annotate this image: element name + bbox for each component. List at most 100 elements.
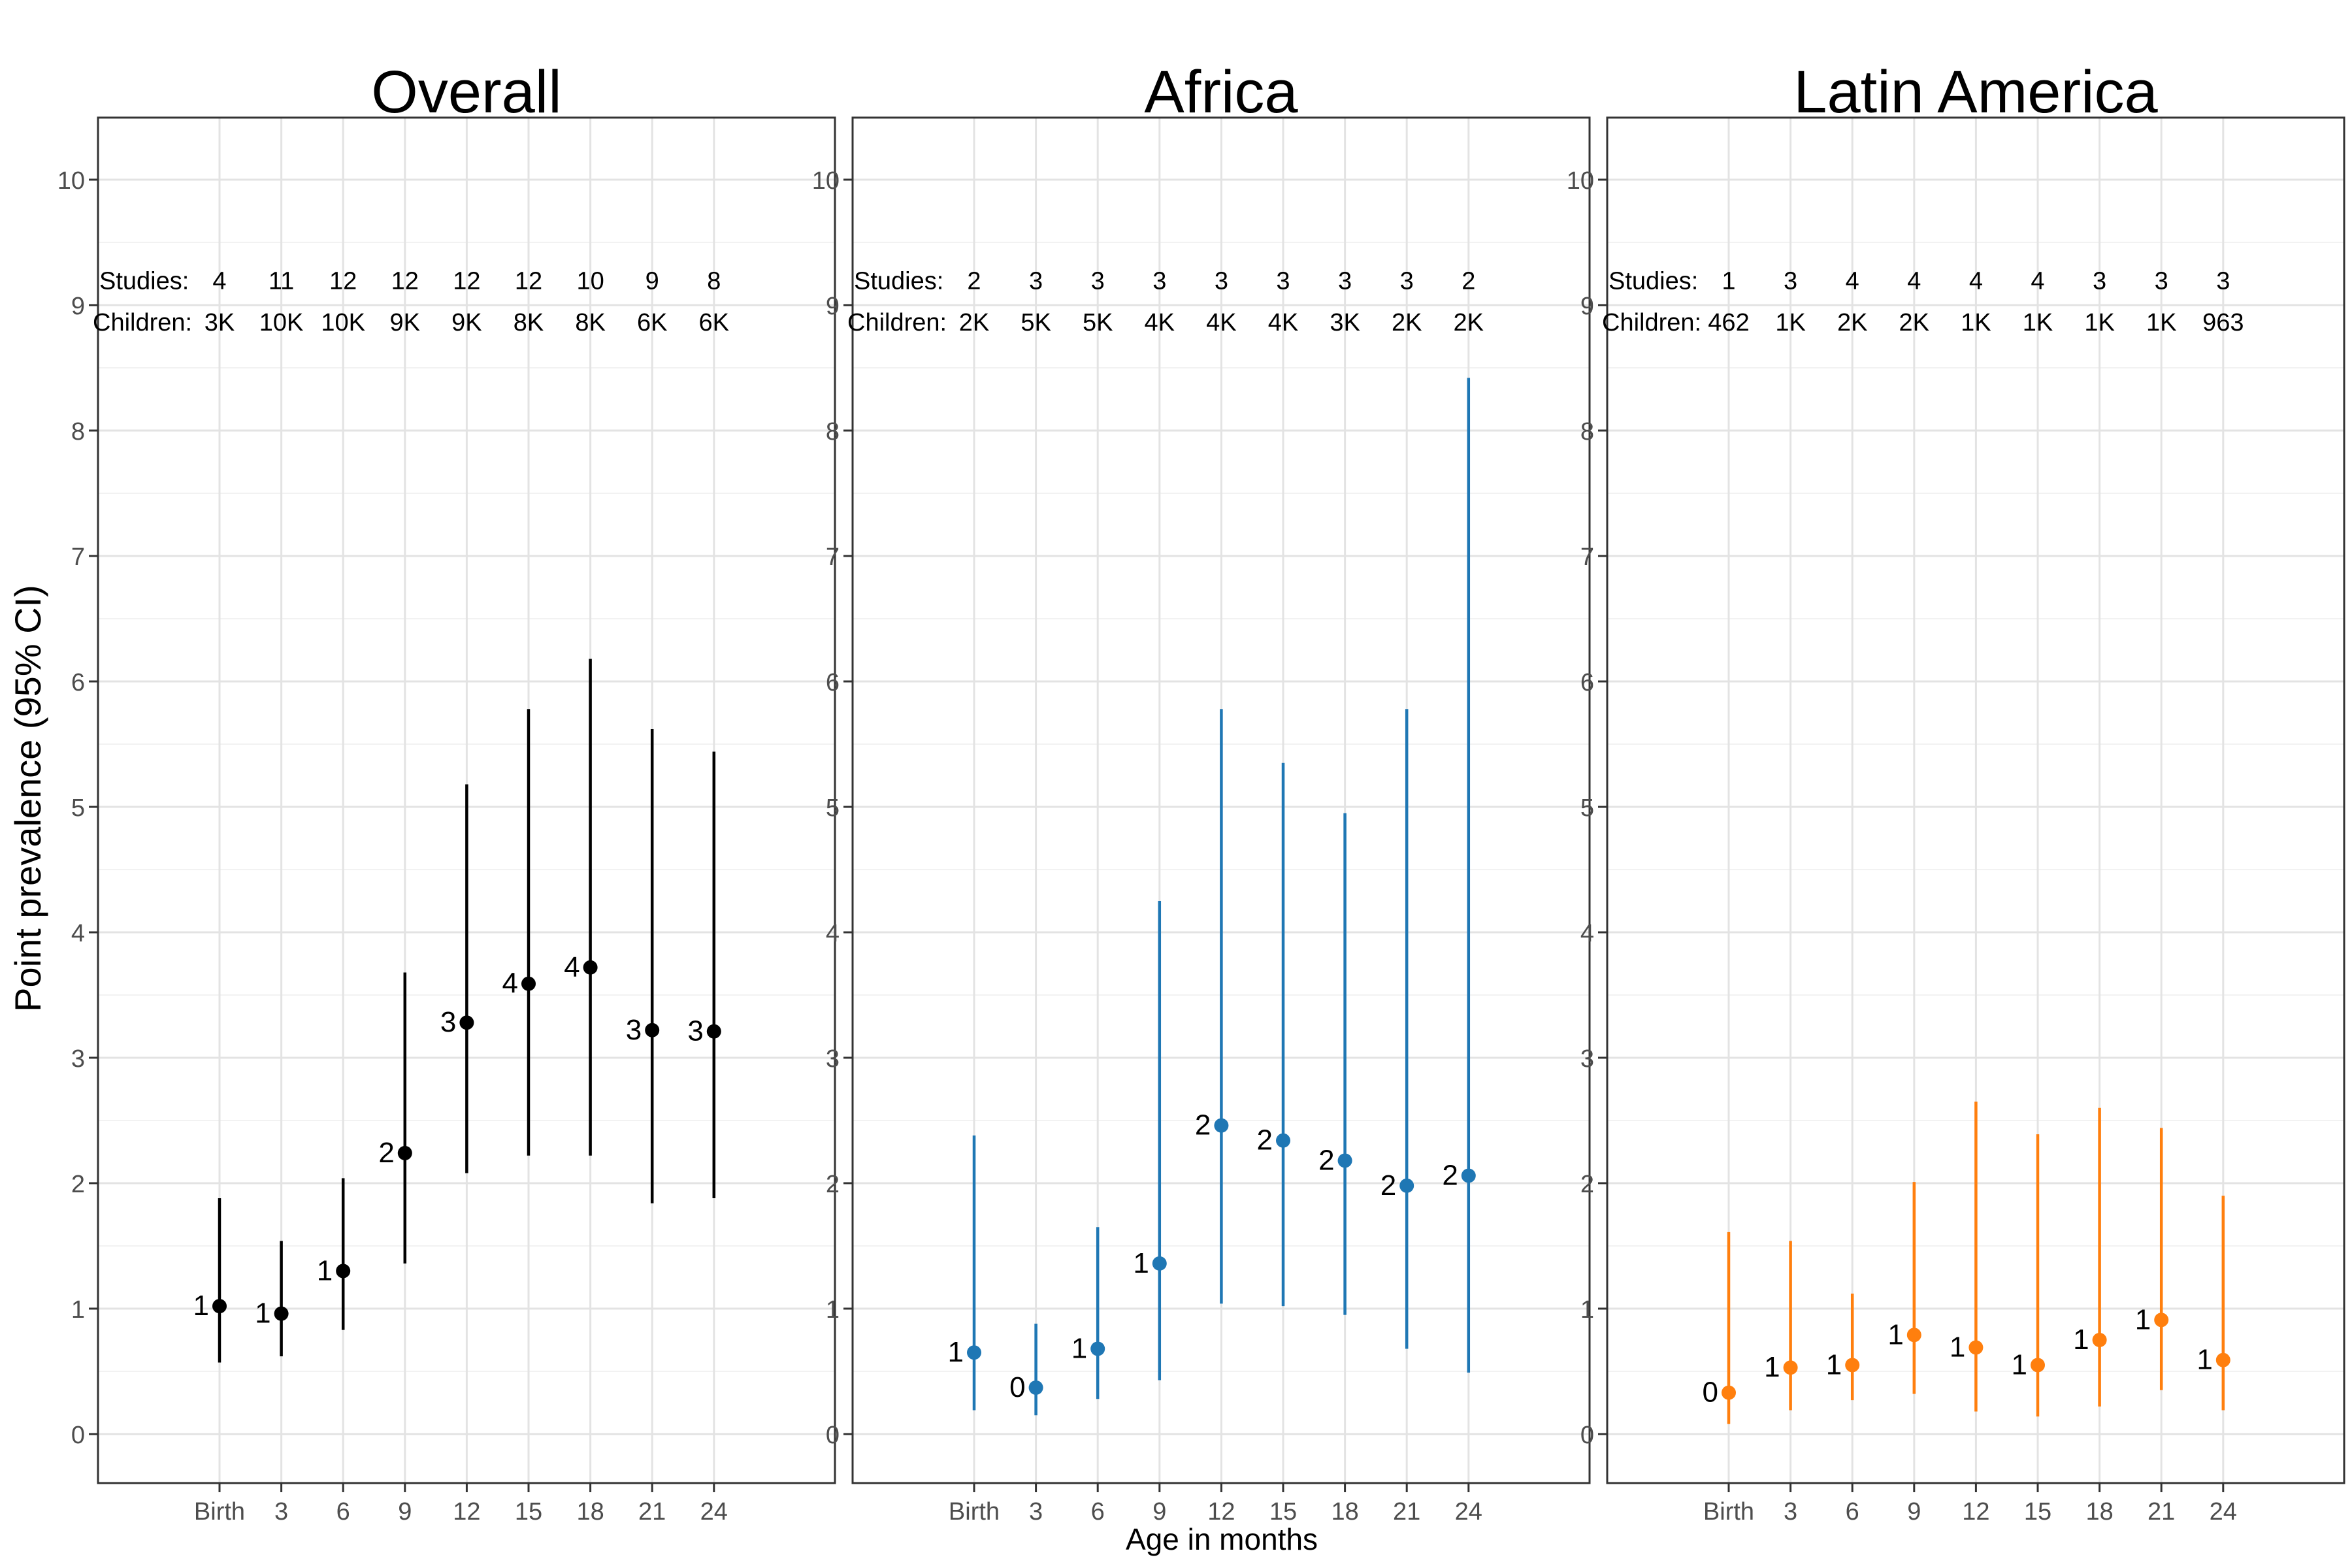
studies-count: 3 — [1784, 268, 1797, 295]
panel-title: Latin America — [1793, 59, 2158, 125]
y-axis-label: Point prevalence (95% CI) — [7, 585, 48, 1012]
y-tick-label: 7 — [71, 544, 85, 571]
x-tick-label: 21 — [1393, 1498, 1420, 1526]
x-tick-label: 12 — [453, 1498, 480, 1526]
y-tick-label: 6 — [826, 669, 840, 696]
y-tick-label: 10 — [812, 167, 840, 195]
data-point — [1090, 1341, 1105, 1356]
point-label: 2 — [1318, 1144, 1334, 1176]
x-tick-label: 15 — [1269, 1498, 1297, 1526]
children-count: 2K — [1392, 309, 1422, 336]
x-tick-label: 18 — [2085, 1498, 2113, 1526]
studies-label: Studies: — [854, 268, 943, 295]
studies-count: 3 — [2093, 268, 2106, 295]
studies-count: 2 — [967, 268, 981, 295]
studies-count: 4 — [1846, 268, 1859, 295]
point-label: 3 — [626, 1014, 642, 1046]
point-label: 1 — [1764, 1351, 1780, 1383]
studies-count: 4 — [1907, 268, 1921, 295]
x-tick-label: 24 — [2210, 1498, 2237, 1526]
data-point — [706, 1024, 721, 1039]
x-tick-label: Birth — [949, 1498, 1000, 1526]
x-axis-label: Age in months — [1126, 1522, 1318, 1556]
data-point — [2215, 1352, 2230, 1367]
studies-count: 4 — [2031, 268, 2044, 295]
studies-label: Studies: — [99, 268, 189, 295]
y-tick-label: 3 — [826, 1045, 840, 1073]
x-tick-label: 3 — [1784, 1498, 1797, 1526]
studies-count: 2 — [1462, 268, 1475, 295]
panel-latin-america: Latin America012345678910Studies:Childre… — [1567, 59, 2345, 1526]
x-tick-label: 9 — [1907, 1498, 1921, 1526]
data-point — [583, 960, 598, 975]
point-label: 1 — [2012, 1348, 2027, 1380]
x-tick-label: 21 — [2148, 1498, 2175, 1526]
studies-label: Studies: — [1609, 268, 1698, 295]
children-count: 8K — [575, 309, 605, 336]
studies-count: 3 — [1091, 268, 1105, 295]
x-tick-label: 12 — [1962, 1498, 1989, 1526]
point-label: 0 — [1703, 1377, 1718, 1409]
y-tick-label: 9 — [1580, 293, 1594, 320]
children-count: 6K — [699, 309, 729, 336]
y-tick-label: 3 — [1580, 1045, 1594, 1073]
point-label: 0 — [1009, 1371, 1025, 1403]
children-count: 9K — [451, 309, 482, 336]
panel-title: Overall — [371, 59, 561, 125]
data-point — [1028, 1380, 1043, 1395]
point-label: 1 — [1826, 1348, 1842, 1380]
x-tick-label: 6 — [1846, 1498, 1859, 1526]
x-tick-label: Birth — [1703, 1498, 1754, 1526]
data-point — [2154, 1313, 2169, 1328]
data-point — [1337, 1153, 1352, 1168]
point-label: 2 — [1195, 1109, 1211, 1141]
studies-count: 12 — [329, 268, 357, 295]
children-count: 8K — [514, 309, 544, 336]
y-tick-label: 2 — [1580, 1171, 1594, 1198]
studies-count: 4 — [212, 268, 226, 295]
panel-title: Africa — [1144, 59, 1298, 125]
y-tick-label: 1 — [1580, 1296, 1594, 1324]
children-count: 3K — [204, 309, 235, 336]
point-label: 1 — [255, 1298, 270, 1330]
data-point — [521, 976, 536, 991]
children-count: 1K — [2084, 309, 2114, 336]
x-tick-label: 3 — [1029, 1498, 1043, 1526]
studies-count: 3 — [2216, 268, 2230, 295]
point-label: 3 — [440, 1006, 456, 1038]
y-tick-label: 7 — [826, 544, 840, 571]
data-point — [274, 1306, 289, 1321]
data-point — [967, 1345, 981, 1360]
children-count: 3K — [1330, 309, 1360, 336]
x-tick-label: 9 — [398, 1498, 412, 1526]
y-tick-label: 4 — [826, 920, 840, 947]
y-tick-label: 6 — [1580, 669, 1594, 696]
studies-count: 3 — [1400, 268, 1414, 295]
point-label: 1 — [1071, 1332, 1087, 1364]
children-label: Children: — [93, 309, 192, 336]
y-tick-label: 0 — [1580, 1422, 1594, 1449]
studies-count: 4 — [1969, 268, 1983, 295]
x-tick-label: 15 — [515, 1498, 542, 1526]
x-tick-label: 21 — [638, 1498, 666, 1526]
y-tick-label: 9 — [71, 293, 85, 320]
data-point — [1276, 1133, 1290, 1148]
data-point — [1399, 1178, 1414, 1193]
y-tick-label: 10 — [57, 167, 85, 195]
y-tick-label: 9 — [826, 293, 840, 320]
y-tick-label: 0 — [71, 1422, 85, 1449]
data-point — [1845, 1358, 1860, 1373]
studies-count: 12 — [453, 268, 480, 295]
children-count: 9K — [390, 309, 420, 336]
x-tick-label: 24 — [700, 1498, 728, 1526]
children-count: 2K — [1454, 309, 1484, 336]
y-tick-label: 6 — [71, 669, 85, 696]
studies-count: 1 — [1722, 268, 1735, 295]
point-label: 4 — [564, 951, 580, 983]
data-point — [397, 1145, 412, 1160]
studies-count: 3 — [2155, 268, 2168, 295]
y-tick-label: 8 — [1580, 418, 1594, 446]
studies-count: 3 — [1338, 268, 1352, 295]
children-count: 1K — [1775, 309, 1805, 336]
